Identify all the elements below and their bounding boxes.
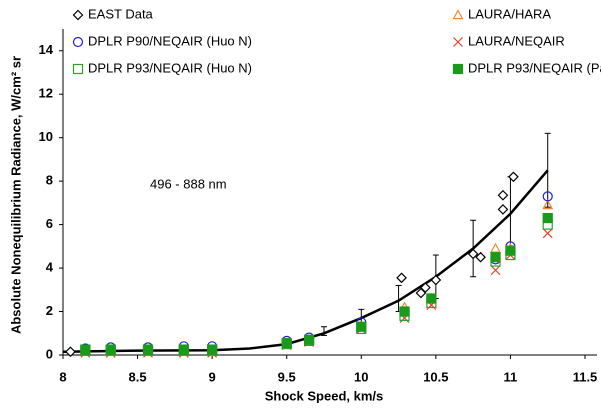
legend-marker bbox=[72, 63, 84, 75]
y-tick-label: 12 bbox=[39, 86, 53, 101]
y-tick-label: 8 bbox=[46, 173, 53, 188]
point bbox=[415, 287, 427, 299]
fit-curve bbox=[62, 169, 549, 353]
error-bar bbox=[544, 132, 551, 208]
point bbox=[396, 272, 407, 284]
error-bar bbox=[470, 219, 477, 278]
legend-marker bbox=[452, 63, 464, 75]
legend-marker bbox=[72, 36, 84, 48]
legend-marker bbox=[453, 37, 463, 47]
legend-label: DPLR P93/NEQAIR (Park N) bbox=[468, 60, 601, 75]
x-tick-label: 10.5 bbox=[423, 369, 448, 384]
y-tick-label: 4 bbox=[46, 260, 54, 275]
point bbox=[80, 344, 91, 355]
legend-marker bbox=[72, 9, 84, 21]
point bbox=[142, 344, 154, 355]
point bbox=[105, 344, 116, 355]
point bbox=[467, 248, 479, 260]
point bbox=[356, 321, 367, 332]
legend-label: EAST Data bbox=[88, 6, 154, 21]
y-tick-label: 0 bbox=[46, 346, 53, 361]
y-tick-label: 14 bbox=[39, 42, 54, 57]
point bbox=[508, 171, 519, 183]
point bbox=[65, 346, 76, 358]
point bbox=[490, 265, 501, 276]
point bbox=[542, 199, 554, 210]
x-axis-label: Shock Speed, km/s bbox=[265, 388, 384, 403]
point bbox=[542, 212, 553, 224]
x-tick-label: 9.5 bbox=[278, 369, 296, 384]
point bbox=[399, 306, 410, 317]
x-tick-label: 11 bbox=[504, 369, 518, 384]
point bbox=[207, 344, 218, 355]
error-bar bbox=[321, 326, 327, 336]
x-tick-label: 10 bbox=[354, 369, 368, 384]
point bbox=[426, 293, 437, 304]
y-tick-label: 10 bbox=[39, 129, 53, 144]
point bbox=[505, 245, 516, 256]
y-axis-label: Absolute Nonequilibrium Radiance, W/cm² … bbox=[8, 56, 23, 334]
point bbox=[489, 242, 502, 253]
legend-label: DPLR P93/NEQAIR (Huo N) bbox=[88, 60, 252, 75]
x-tick-label: 8.5 bbox=[129, 369, 147, 384]
point bbox=[178, 344, 189, 355]
legend-label: DPLR P90/NEQAIR (Huo N) bbox=[88, 33, 252, 48]
legend-label: LAURA/NEQAIR bbox=[468, 33, 565, 48]
x-tick-label: 8 bbox=[59, 369, 66, 384]
x-tick-label: 11.5 bbox=[573, 369, 598, 384]
point bbox=[303, 334, 315, 345]
legend-label: LAURA/HARA bbox=[468, 6, 551, 21]
point bbox=[490, 252, 501, 263]
point bbox=[420, 282, 431, 293]
point bbox=[430, 274, 442, 286]
point bbox=[497, 189, 509, 201]
point bbox=[281, 337, 292, 349]
point bbox=[475, 251, 486, 263]
annotation: 496 - 888 nm bbox=[150, 176, 227, 191]
y-tick-label: 6 bbox=[46, 216, 53, 231]
point bbox=[542, 228, 553, 239]
point bbox=[497, 204, 509, 215]
x-tick-label: 9 bbox=[209, 369, 216, 384]
point bbox=[542, 191, 553, 202]
y-tick-label: 2 bbox=[46, 303, 53, 318]
legend-marker bbox=[452, 9, 464, 20]
